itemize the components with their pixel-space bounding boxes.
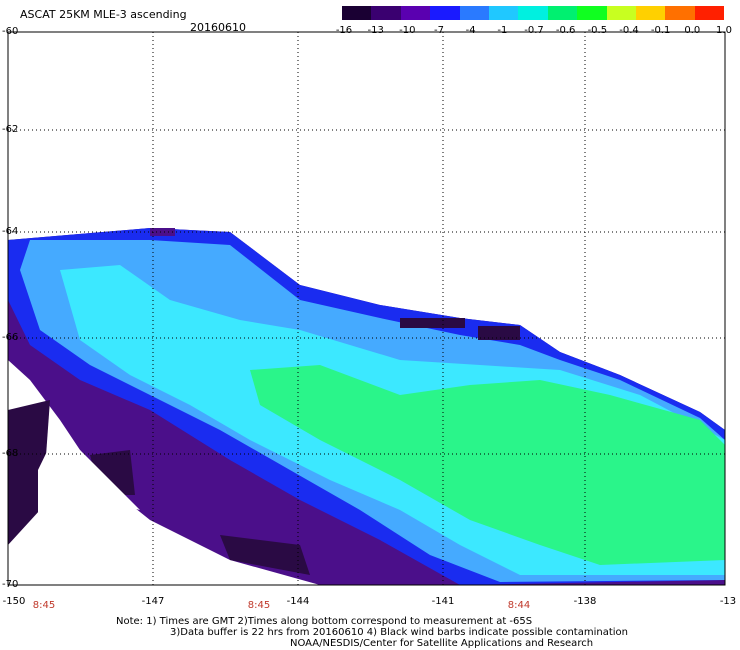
- colorbar-swatch-3: [430, 6, 460, 20]
- swath-data: [8, 228, 725, 585]
- lat-label-64: -64: [2, 226, 19, 237]
- colorbar: [342, 6, 725, 20]
- colorbar-swatch-8: [577, 6, 607, 20]
- lon-label-141: -141: [431, 596, 455, 607]
- colorbar-label-12: 1.0: [716, 25, 732, 36]
- colorbar-swatch-2: [400, 6, 431, 20]
- colorbar-label-6: -0.7: [524, 25, 544, 36]
- colorbar-label-9: -0.4: [619, 25, 639, 36]
- colorbar-swatch-12: [694, 6, 725, 20]
- colorbar-swatch-9: [606, 6, 636, 20]
- colorbar-swatch-6: [518, 6, 548, 20]
- colorbar-labels: -16 -13 -10 -7 -4 -1 -0.7 -0.6 -0.5 -0.4 -0.1 0.0 1.…: [330, 25, 740, 39]
- colorbar-swatch-11: [665, 6, 695, 20]
- time-label-3: 8:44: [507, 600, 531, 611]
- colorbar-label-2: -10: [399, 25, 416, 36]
- colorbar-label-5: -1: [497, 25, 508, 36]
- colorbar-swatch-0: [342, 6, 372, 20]
- note-line-1: Note: 1) Times are GMT 2)Times along bot…: [116, 616, 533, 627]
- lat-label-70: -70: [2, 579, 19, 590]
- colorbar-label-3: -7: [434, 25, 444, 36]
- lon-label-150: -150: [2, 596, 26, 607]
- colorbar-label-0: -16: [335, 25, 353, 36]
- lon-label-144: -144: [286, 596, 310, 607]
- note-line-2: 3)Data buffer is 22 hrs from 20160610 4)…: [170, 627, 628, 638]
- lat-label-66: -66: [2, 332, 19, 343]
- time-label-1: 8:45: [32, 600, 56, 611]
- swath-darkpurple-patch-6: [150, 228, 175, 236]
- map-title: ASCAT 25KM MLE-3 ascending: [20, 8, 187, 21]
- colorbar-swatch-7: [547, 6, 578, 20]
- swath-darkpurple-patch-4: [400, 318, 465, 328]
- colorbar-swatch-4: [459, 6, 489, 20]
- colorbar-swatch-1: [371, 6, 401, 20]
- lon-label-147: -147: [141, 596, 165, 607]
- colorbar-label-10: -0.1: [650, 25, 671, 36]
- colorbar-label-4: -4: [465, 25, 476, 36]
- note-line-3: NOAA/NESDIS/Center for Satellite Applica…: [290, 638, 594, 649]
- lat-label-62: -62: [2, 124, 19, 135]
- swath-darkpurple-patch-5: [478, 326, 520, 340]
- lon-label-135: -13: [719, 596, 737, 607]
- lat-label-68: -68: [2, 448, 19, 459]
- colorbar-label-8: -0.5: [587, 25, 608, 36]
- swath-nodata-gap: [38, 435, 140, 525]
- swath-darkpurple-patch-3: [220, 535, 310, 575]
- colorbar-label-1: -13: [367, 25, 384, 36]
- colorbar-swatch-5: [488, 6, 519, 20]
- map-date: 20160610: [190, 21, 246, 34]
- lon-label-138: -138: [573, 596, 597, 607]
- map-frame: [7, 31, 726, 586]
- swath-green-region: [250, 365, 725, 565]
- time-label-2: 8:45: [247, 600, 271, 611]
- map-grid: [8, 32, 725, 585]
- colorbar-label-11: 0.0: [684, 25, 701, 36]
- colorbar-label-7: -0.6: [555, 25, 576, 36]
- lat-label-60: -60: [2, 26, 19, 37]
- colorbar-swatch-10: [635, 6, 666, 20]
